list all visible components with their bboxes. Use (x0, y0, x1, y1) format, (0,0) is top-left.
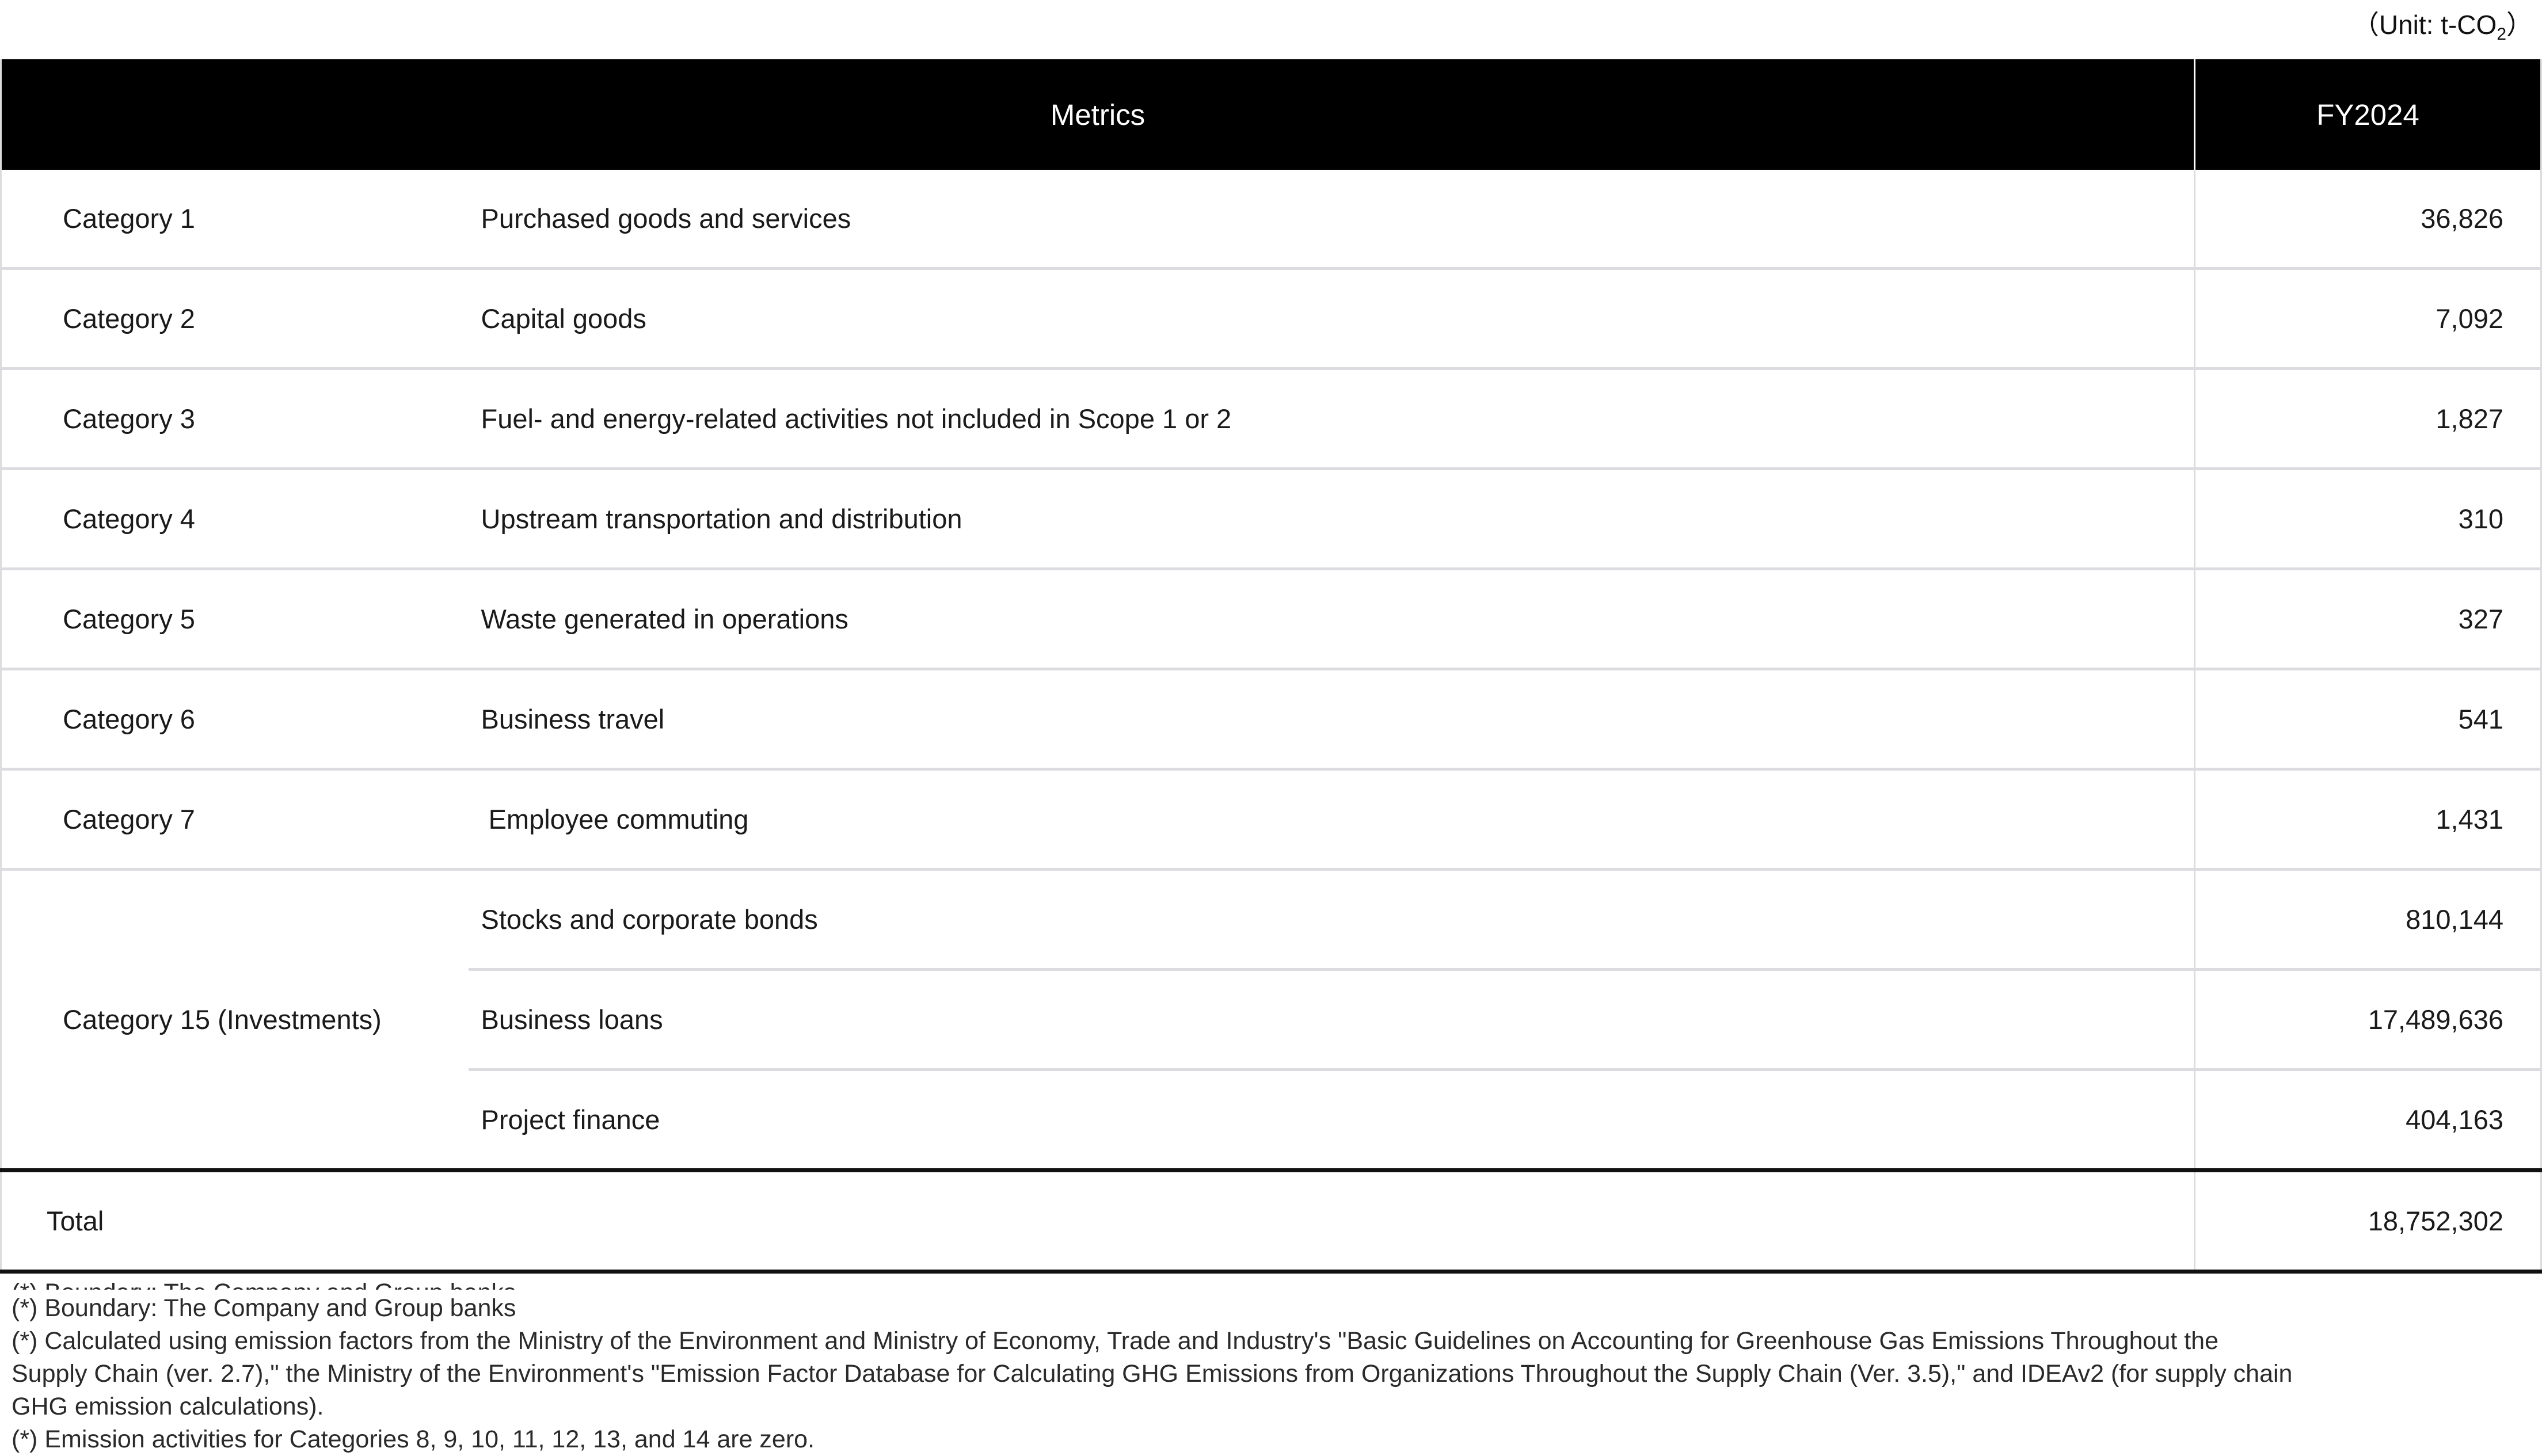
table-row: Category 5 Waste generated in operations… (1, 569, 2541, 670)
footnotes: (*) Boundary: The Company and Group bank… (12, 1292, 2542, 1456)
total-row: Total 18,752,302 (1, 1168, 2541, 1274)
header-row: Metrics FY2024 (1, 59, 2541, 170)
value-cell: 7,092 (2194, 268, 2541, 370)
category-cell: Category 15 (Investments) (1, 869, 469, 1171)
metric-cell: Business travel (468, 669, 2195, 771)
unit-label: （Unit: t-CO2） (0, 0, 2542, 59)
table-subrow: Business loans 17,489,636 (1, 969, 2541, 1071)
fy2024-header: FY2024 (2194, 59, 2541, 170)
metric-cell: Fuel- and energy-related activities not … (468, 368, 2195, 470)
metric-cell: Business loans (468, 969, 2195, 1071)
value-cell: 404,163 (2194, 1069, 2541, 1171)
metric-cell: Employee commuting (468, 769, 2195, 871)
value-cell: 36,826 (2194, 170, 2541, 270)
value-cell: 327 (2194, 569, 2541, 670)
table-row: Category 3 Fuel- and energy-related acti… (1, 368, 2541, 470)
emissions-table: Metrics FY2024 Category 1 Purchased good… (0, 59, 2542, 1274)
table-header: Metrics FY2024 (1, 59, 2541, 170)
table-subrow: Project finance 404,163 (1, 1069, 2541, 1171)
total-value-cell: 18,752,302 (2194, 1168, 2541, 1274)
category-cell: Category 6 (1, 669, 469, 771)
footnote-line: (*) Calculated using emission factors fr… (12, 1327, 2218, 1355)
footnote-line: (*) Emission activities for Categories 8… (12, 1425, 815, 1453)
unit-label-prefix: （Unit: t-CO (2352, 10, 2497, 40)
category-cell: Category 3 (1, 368, 469, 470)
metric-cell: Purchased goods and services (468, 170, 2195, 270)
unit-label-subscript: 2 (2497, 25, 2506, 44)
value-cell: 310 (2194, 468, 2541, 570)
table-row: Category 6 Business travel 541 (1, 669, 2541, 771)
metrics-header: Metrics (1, 59, 2195, 170)
table-row: Category 7 Employee commuting 1,431 (1, 769, 2541, 871)
value-cell: 541 (2194, 669, 2541, 771)
value-cell: 17,489,636 (2194, 969, 2541, 1071)
total-label-cell: Total (1, 1168, 2195, 1274)
table-row: Category 1 Purchased goods and services … (1, 170, 2541, 270)
metric-cell: Stocks and corporate bonds (468, 869, 2195, 971)
category-cell: Category 7 (1, 769, 469, 871)
metric-cell: Upstream transportation and distribution (468, 468, 2195, 570)
value-cell: 1,431 (2194, 769, 2541, 871)
footnote-line: (*) Boundary: The Company and Group bank… (12, 1294, 516, 1322)
category-cell: Category 4 (1, 468, 469, 570)
metric-cell: Project finance (468, 1069, 2195, 1171)
category-cell: Category 1 (1, 170, 469, 270)
footnote-line: GHG emission calculations). (12, 1393, 324, 1420)
metric-cell: Waste generated in operations (468, 569, 2195, 670)
table-row: Category 4 Upstream transportation and d… (1, 468, 2541, 570)
table-row-category15: Category 15 (Investments) Stocks and cor… (1, 869, 2541, 1171)
category-cell: Category 2 (1, 268, 469, 370)
table-row: Category 2 Capital goods 7,092 (1, 268, 2541, 370)
unit-label-suffix: ） (2506, 10, 2533, 40)
category-cell: Category 5 (1, 569, 469, 670)
clipped-text-line: (*) Boundary: The Company and Group bank… (12, 1279, 2542, 1290)
value-cell: 810,144 (2194, 869, 2541, 971)
value-cell: 1,827 (2194, 368, 2541, 470)
metric-cell: Capital goods (468, 268, 2195, 370)
footnote-line: Supply Chain (ver. 2.7)," the Ministry o… (12, 1360, 2293, 1388)
